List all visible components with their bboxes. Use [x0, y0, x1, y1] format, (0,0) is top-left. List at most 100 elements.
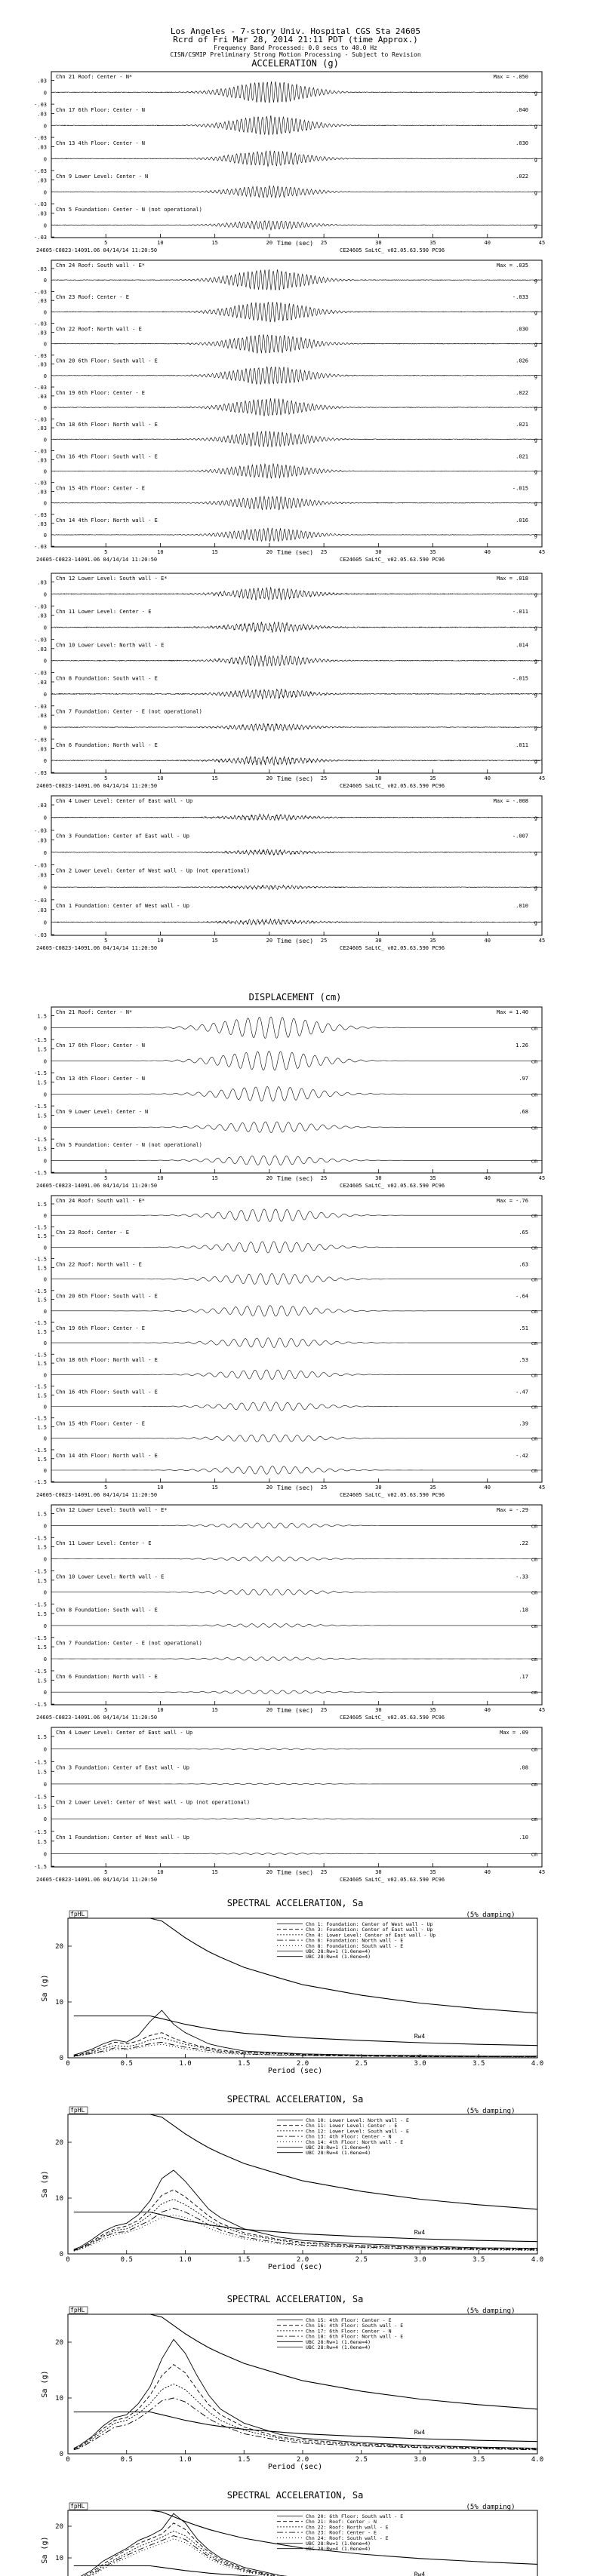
max-value: .22 [519, 1540, 528, 1546]
acceleration-section: ACCELERATION (g) Chn 21 Roof: Center - N*… [34, 58, 545, 951]
max-value: Max = .035 [497, 263, 528, 269]
time-tick-label: 25 [321, 1485, 327, 1491]
time-tick-label: 40 [485, 775, 491, 781]
scale-top: 1.5 [37, 1113, 47, 1119]
trace-row: Chn 18 6th Floor: North wall - E .021 g .03… [34, 422, 542, 454]
scale-top: .03 [37, 873, 47, 879]
x-tick-label: 0 [66, 2060, 69, 2068]
scale-zero: 0 [44, 1340, 47, 1346]
channel-label: Chn 22 Roof: North wall - E [56, 1261, 142, 1267]
time-axis-label: Time (sec) [277, 1707, 313, 1714]
scale-top: .03 [37, 111, 47, 117]
footer-version: CE24605 SaLtC_ v02.05.63.590 PC96 [340, 945, 445, 951]
spectrum-series [73, 2199, 538, 2252]
footer-version: CE24605 SaLtC_ v02.05.63.590 PC96 [340, 247, 445, 253]
trace-row: Chn 17 6th Floor: Center - N .040 g .03 0 -.0… [34, 107, 543, 141]
max-value: -.011 [513, 609, 528, 615]
trace-group: Chn 24 Roof: South wall - E* Max = -.76 cm… [34, 1195, 545, 1498]
scale-zero: 0 [44, 885, 47, 891]
y-tick-label: 20 [55, 2139, 63, 2147]
max-value: Max = .09 [500, 1730, 528, 1736]
scale-top: 1.5 [37, 1545, 47, 1551]
scale-bottom: -1.5 [34, 1288, 47, 1294]
processing-note: CISN/CSMIP Preliminary Strong Motion Pro… [170, 51, 421, 58]
spectral-chart: SPECTRAL ACCELERATION, Sa(5% damping)010… [41, 2490, 538, 2576]
design-curve-rw4 [73, 2015, 538, 2046]
unit-label: cm [531, 1405, 537, 1411]
trace-row: Chn 24 Roof: South wall - E* Max = .035 g.… [34, 263, 543, 295]
legend-entry: Chn 11: Lower Level: Center - E [306, 2123, 397, 2129]
trace-group: Chn 12 Lower Level: South wall - E* Max =… [34, 573, 545, 789]
scale-zero: 0 [44, 156, 47, 162]
trace-row: Chn 6 Foundation: North wall - E .17 cm 1.5… [34, 1674, 542, 1708]
time-tick-label: 25 [321, 549, 327, 555]
time-axis-label: Time (sec) [277, 938, 313, 944]
time-tick-label: 5 [104, 938, 107, 944]
unit-label: cm [531, 1158, 537, 1164]
scale-bottom: -1.5 [34, 1352, 47, 1358]
max-value: .39 [519, 1421, 528, 1427]
unit-label: g [534, 625, 537, 631]
channel-label: Chn 6 Foundation: North wall - E [56, 1674, 158, 1680]
scale-top: .03 [37, 521, 47, 527]
time-tick-label: 30 [375, 549, 381, 555]
max-value: .51 [519, 1325, 528, 1331]
scale-bottom: -1.5 [34, 1416, 47, 1422]
channel-label: Chn 1 Foundation: Center of West wall - … [56, 1835, 189, 1841]
unit-label: g [534, 278, 537, 284]
plot-frame [67, 2313, 538, 2455]
scale-zero: 0 [44, 189, 47, 195]
scale-zero: 0 [44, 591, 47, 597]
unit-label: g [534, 815, 537, 821]
unit-label: cm [531, 1623, 537, 1629]
time-tick-label: 35 [429, 938, 436, 944]
scale-top: .03 [37, 579, 47, 585]
trace-group: Chn 12 Lower Level: South wall - E* Max =… [34, 1504, 545, 1721]
channel-label: Chn 22 Roof: North wall - E [56, 326, 142, 332]
spectrum-series [73, 2364, 538, 2449]
max-value: -.015 [513, 676, 528, 682]
scale-bottom: -.03 [34, 544, 47, 550]
channel-label: Chn 8 Foundation: South wall - E [56, 1607, 158, 1613]
legend-entry: Chn 13: 4th Floor: Center - N [306, 2134, 392, 2140]
time-tick-label: 30 [375, 1485, 381, 1491]
trace-group: Chn 21 Roof: Center - N* Max = 1.40 cm 1.5 0… [34, 1006, 545, 1189]
time-tick-label: 30 [375, 1869, 381, 1875]
legend-entry: UBC 28:Rw=1 (1.0ene=4) [306, 2145, 371, 2151]
footer-id: 24605-C0823-14091.06 04/14/14 11:20:50 [36, 1183, 157, 1189]
max-value: -.033 [513, 294, 528, 300]
time-tick-label: 20 [266, 938, 272, 944]
channel-label: Chn 13 4th Floor: Center - N [56, 140, 145, 146]
channel-label: Chn 19 6th Floor: Center - E [56, 1325, 145, 1331]
unit-label: cm [531, 1436, 537, 1442]
scale-zero: 0 [44, 625, 47, 631]
waveform-line [51, 1853, 542, 1855]
max-value: Max = 1.40 [497, 1009, 528, 1015]
max-value: Max = -.76 [497, 1198, 528, 1204]
waveform-line [51, 1241, 542, 1254]
scale-top: 1.5 [37, 1392, 47, 1399]
legend-entry: UBC 28:Rw=4 (1.0ene=4) [306, 2344, 371, 2350]
channel-label: Chn 5 Foundation: Center - N (not operat… [56, 207, 202, 213]
x-tick-label: 1.5 [238, 2256, 250, 2264]
waveform-line [51, 115, 543, 136]
unit-label: cm [531, 1372, 537, 1378]
scale-zero: 0 [44, 278, 47, 284]
unit-label: cm [531, 1523, 537, 1529]
scale-top: .03 [37, 177, 47, 183]
scale-top: 1.5 [37, 1611, 47, 1617]
legend-entry: Chn 22: Roof: North wall - E [306, 2524, 389, 2530]
legend-entry: Chn 3: Foundation: Center of East wall -… [306, 1927, 432, 1933]
max-value: .021 [516, 422, 528, 428]
unit-label: g [534, 469, 537, 475]
scale-zero: 0 [44, 1523, 47, 1529]
waveform-line [51, 849, 543, 856]
trace-row: Chn 5 Foundation: Center - N (not operat… [34, 1142, 542, 1176]
trace-row: Chn 22 Roof: North wall - E .63 cm 1.5 0 -1.5 [34, 1261, 542, 1294]
time-tick-label: 35 [429, 1869, 436, 1875]
spectrum-series [73, 2169, 538, 2250]
time-tick-label: 5 [104, 240, 107, 246]
unit-label: cm [531, 1309, 537, 1315]
scale-zero: 0 [44, 1405, 47, 1411]
legend-entry: UBC 28:Rw=4 (1.0ene=4) [306, 2150, 371, 2156]
